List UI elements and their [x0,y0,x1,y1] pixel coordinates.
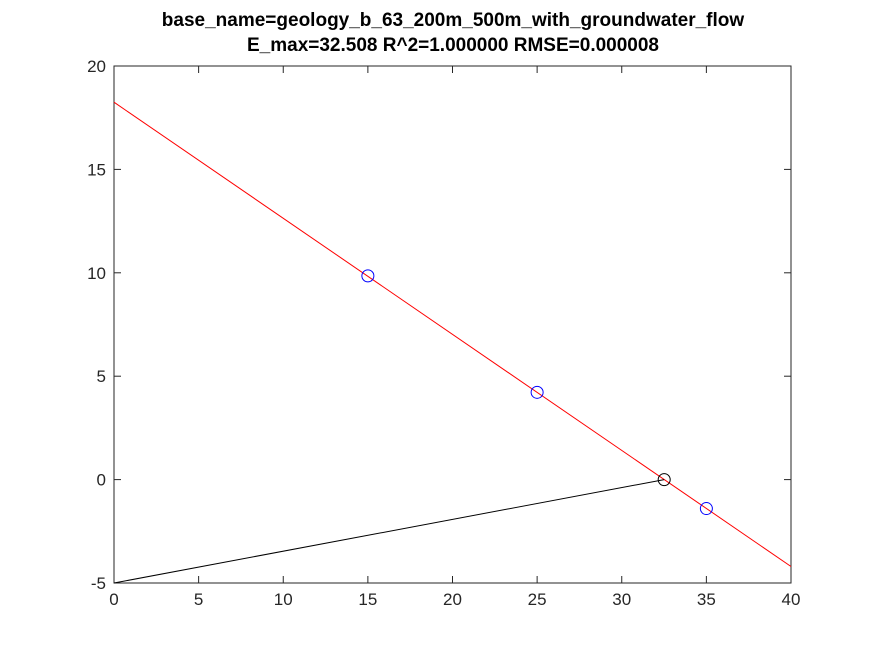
y-tick-label: -5 [91,574,106,593]
y-tick-label: 10 [87,264,106,283]
y-axis: -5 0 5 10 15 20 [87,57,791,593]
series-layer [113,101,792,584]
chart-title-line-2: E_max=32.508 R^2=1.000000 RMSE=0.000008 [247,35,659,56]
x-axis: 0 5 10 15 20 25 30 35 40 [109,66,800,609]
data-point-2 [361,269,375,283]
y-tick-label: 20 [87,57,106,76]
x-tick-label: 30 [612,590,631,609]
data-point-2 [530,385,544,399]
y-tick-label: 0 [97,471,106,490]
x-tick-label: 25 [528,590,547,609]
x-tick-label: 35 [697,590,716,609]
y-tick-label: 5 [97,367,106,386]
x-tick-label: 5 [194,590,203,609]
x-tick-label: 0 [109,590,118,609]
x-tick-label: 10 [274,590,293,609]
chart-title-line-1: base_name=geology_b_63_200m_500m_with_gr… [162,10,745,31]
y-tick-label: 15 [87,160,106,179]
data-point-3 [657,473,671,487]
x-tick-label: 20 [443,590,462,609]
axes-box [113,65,792,584]
series-line-1 [113,479,665,584]
series-line-0 [113,101,792,567]
data-point-2 [699,502,713,516]
x-tick-label: 15 [358,590,377,609]
x-tick-label: 40 [782,590,801,609]
